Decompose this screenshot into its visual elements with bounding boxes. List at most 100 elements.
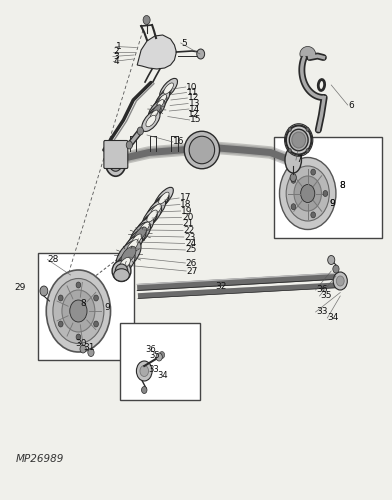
Circle shape <box>336 276 344 286</box>
Ellipse shape <box>159 94 167 104</box>
Text: 9: 9 <box>329 198 335 207</box>
Text: 30: 30 <box>75 340 87 348</box>
Ellipse shape <box>147 210 157 222</box>
Text: MP26989: MP26989 <box>16 454 64 464</box>
Circle shape <box>286 166 329 221</box>
Text: 35: 35 <box>320 292 331 300</box>
Ellipse shape <box>292 132 306 148</box>
Circle shape <box>88 348 94 356</box>
Circle shape <box>291 204 296 210</box>
Circle shape <box>306 148 309 152</box>
Text: 20: 20 <box>182 213 193 222</box>
Ellipse shape <box>154 188 173 208</box>
Ellipse shape <box>143 205 162 227</box>
Circle shape <box>70 300 87 322</box>
Ellipse shape <box>108 149 123 171</box>
Text: 12: 12 <box>188 110 199 119</box>
Text: 19: 19 <box>181 206 192 216</box>
Ellipse shape <box>149 100 165 119</box>
Ellipse shape <box>121 246 136 264</box>
Text: 7: 7 <box>296 156 302 164</box>
Text: 36: 36 <box>145 344 156 354</box>
Ellipse shape <box>134 227 147 241</box>
Circle shape <box>197 49 205 59</box>
Ellipse shape <box>151 204 161 216</box>
Text: 2: 2 <box>113 47 119 56</box>
Circle shape <box>159 352 165 358</box>
Text: 29: 29 <box>14 284 25 292</box>
Text: 1: 1 <box>116 42 122 51</box>
Ellipse shape <box>289 129 308 151</box>
Ellipse shape <box>127 229 146 251</box>
Circle shape <box>53 278 104 344</box>
Ellipse shape <box>142 110 160 132</box>
Ellipse shape <box>163 83 174 94</box>
Circle shape <box>94 295 98 301</box>
Text: 6: 6 <box>348 100 354 110</box>
Circle shape <box>40 286 48 296</box>
Ellipse shape <box>285 147 301 173</box>
Ellipse shape <box>131 234 142 246</box>
Text: 23: 23 <box>184 232 196 241</box>
FancyBboxPatch shape <box>104 140 128 168</box>
Circle shape <box>76 282 81 288</box>
Ellipse shape <box>160 88 171 101</box>
Text: 33: 33 <box>148 364 159 374</box>
Text: 21: 21 <box>183 220 194 228</box>
Text: 32: 32 <box>215 282 226 291</box>
Circle shape <box>306 128 309 132</box>
Circle shape <box>311 169 316 175</box>
Circle shape <box>311 212 316 218</box>
Circle shape <box>291 178 296 184</box>
Circle shape <box>58 295 63 301</box>
Ellipse shape <box>159 192 169 204</box>
Text: 24: 24 <box>185 239 196 248</box>
Circle shape <box>46 270 111 352</box>
Ellipse shape <box>147 106 161 122</box>
Ellipse shape <box>152 104 161 115</box>
Circle shape <box>142 386 147 394</box>
Circle shape <box>126 141 132 149</box>
Text: 27: 27 <box>187 266 198 276</box>
Ellipse shape <box>160 78 178 98</box>
Ellipse shape <box>115 264 128 278</box>
Ellipse shape <box>156 91 170 107</box>
Circle shape <box>156 353 162 361</box>
Circle shape <box>143 16 150 24</box>
Circle shape <box>94 321 98 327</box>
Text: 28: 28 <box>48 255 59 264</box>
Text: 36: 36 <box>316 286 327 294</box>
Circle shape <box>301 184 315 202</box>
Text: 26: 26 <box>186 258 197 268</box>
Ellipse shape <box>130 222 151 246</box>
Ellipse shape <box>114 269 129 281</box>
Text: 4: 4 <box>114 57 119 66</box>
Text: 8: 8 <box>339 182 345 190</box>
Text: 25: 25 <box>186 246 197 254</box>
Text: 33: 33 <box>316 308 327 316</box>
Circle shape <box>328 256 335 264</box>
Circle shape <box>76 334 81 340</box>
Text: 3: 3 <box>113 52 119 61</box>
Text: 10: 10 <box>186 82 198 92</box>
Text: 13: 13 <box>189 99 200 108</box>
Circle shape <box>290 174 296 182</box>
Circle shape <box>62 290 95 332</box>
Text: 14: 14 <box>189 104 201 114</box>
Ellipse shape <box>146 115 156 127</box>
Text: 11: 11 <box>187 88 198 97</box>
Circle shape <box>136 361 152 381</box>
Text: 34: 34 <box>328 314 339 322</box>
Ellipse shape <box>286 126 311 154</box>
Ellipse shape <box>189 136 215 164</box>
Text: 22: 22 <box>183 226 195 235</box>
Text: 8: 8 <box>80 300 86 308</box>
Circle shape <box>288 148 291 152</box>
Ellipse shape <box>139 222 149 234</box>
Ellipse shape <box>153 96 167 112</box>
Circle shape <box>323 190 328 196</box>
Ellipse shape <box>140 212 157 232</box>
Text: 5: 5 <box>181 38 187 48</box>
Circle shape <box>137 127 143 135</box>
Circle shape <box>333 265 339 273</box>
